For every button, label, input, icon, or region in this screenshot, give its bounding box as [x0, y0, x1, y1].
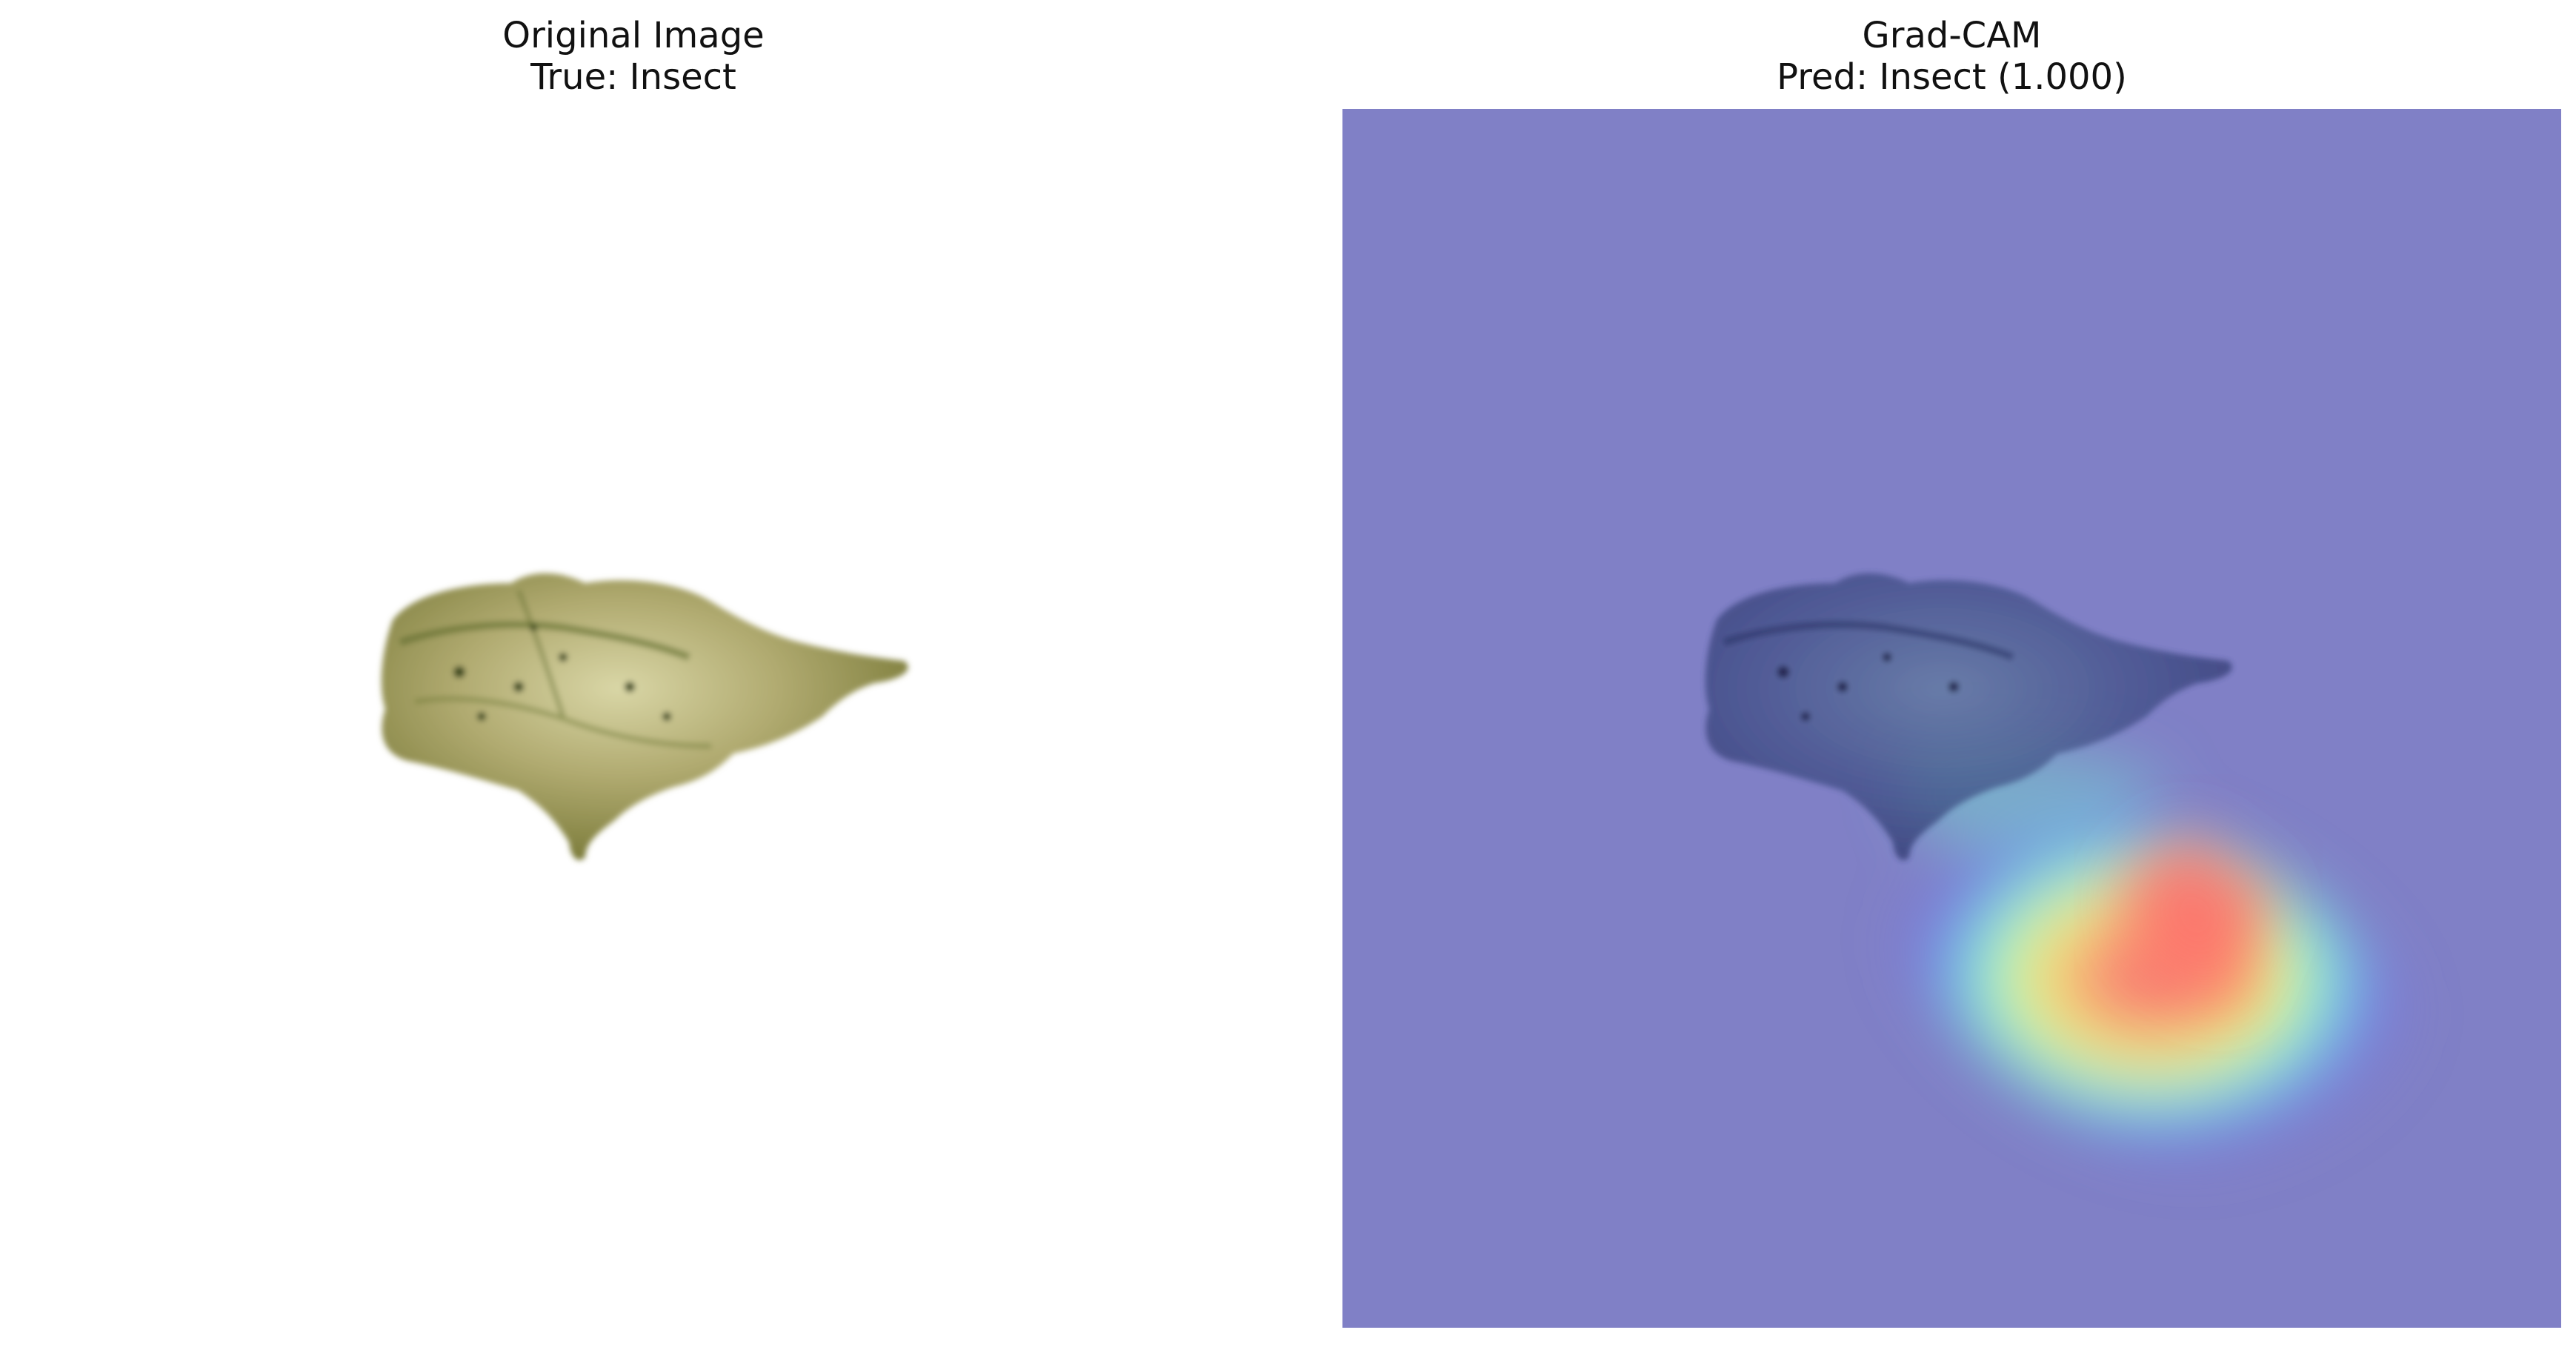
right-panel-title: Grad-CAM Pred: Insect (1.000): [1342, 15, 2561, 98]
original-image: [0, 109, 1267, 1328]
left-panel-title: Original Image True: Insect: [0, 15, 1267, 98]
insect-specimen: [381, 573, 908, 860]
gradcam-overlay-image: [1342, 109, 2561, 1328]
left-title-line2: True: Insect: [530, 56, 736, 98]
right-title-line1: Grad-CAM: [1862, 15, 2042, 56]
gradcam-overlay-svg: [1342, 109, 2561, 1328]
right-title-line2: Pred: Insect (1.000): [1777, 56, 2127, 98]
insect-specimen-overlay: [1705, 573, 2232, 860]
heatmap-hotspot: [2120, 828, 2276, 1005]
original-image-svg: [381, 573, 908, 860]
left-title-line1: Original Image: [502, 15, 765, 56]
